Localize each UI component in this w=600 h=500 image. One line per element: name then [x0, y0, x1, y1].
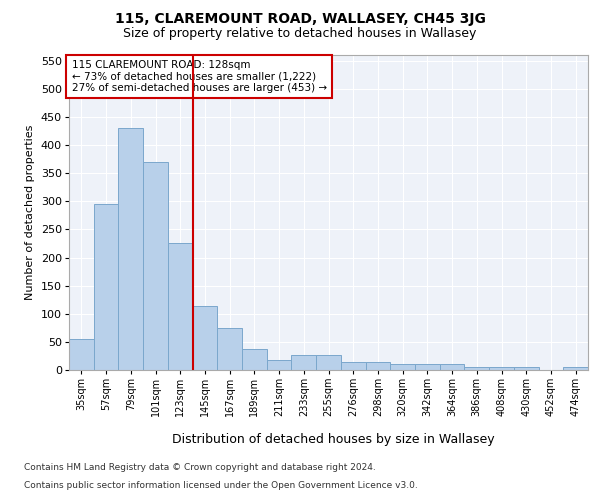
Text: 115 CLAREMOUNT ROAD: 128sqm
← 73% of detached houses are smaller (1,222)
27% of : 115 CLAREMOUNT ROAD: 128sqm ← 73% of det…	[71, 60, 327, 93]
Bar	[365, 362, 390, 370]
Bar	[267, 360, 292, 370]
Bar	[440, 364, 464, 370]
Text: Contains HM Land Registry data © Crown copyright and database right 2024.: Contains HM Land Registry data © Crown c…	[24, 464, 376, 472]
Bar	[390, 364, 415, 370]
Bar	[341, 362, 365, 370]
Text: Distribution of detached houses by size in Wallasey: Distribution of detached houses by size …	[172, 432, 494, 446]
Bar	[69, 339, 94, 370]
Text: Size of property relative to detached houses in Wallasey: Size of property relative to detached ho…	[124, 28, 476, 40]
Bar	[563, 367, 588, 370]
Bar	[464, 367, 489, 370]
Bar	[242, 348, 267, 370]
Bar	[316, 355, 341, 370]
Text: Contains public sector information licensed under the Open Government Licence v3: Contains public sector information licen…	[24, 481, 418, 490]
Text: 115, CLAREMOUNT ROAD, WALLASEY, CH45 3JG: 115, CLAREMOUNT ROAD, WALLASEY, CH45 3JG	[115, 12, 485, 26]
Bar	[168, 244, 193, 370]
Bar	[94, 204, 118, 370]
Bar	[514, 367, 539, 370]
Bar	[292, 355, 316, 370]
Y-axis label: Number of detached properties: Number of detached properties	[25, 125, 35, 300]
Bar	[217, 328, 242, 370]
Bar	[143, 162, 168, 370]
Bar	[489, 367, 514, 370]
Bar	[193, 306, 217, 370]
Bar	[118, 128, 143, 370]
Bar	[415, 364, 440, 370]
